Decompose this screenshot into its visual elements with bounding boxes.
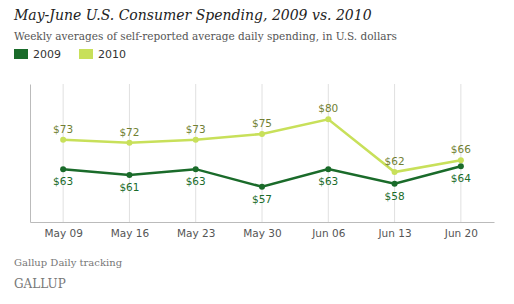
- x-axis: May 09 May 16 May 23 May 30 Jun 06 Jun 13 Jun …: [31, 222, 495, 239]
- x-tick-label: May 30: [243, 227, 281, 239]
- data-label: $64: [451, 172, 471, 184]
- data-label: $57: [252, 193, 272, 205]
- legend: 2009 2010: [14, 48, 126, 61]
- point: [259, 184, 265, 190]
- x-axis-line: [31, 222, 495, 223]
- grid: [63, 84, 461, 222]
- legend-label: 2010: [98, 48, 126, 61]
- data-label: $63: [186, 175, 206, 187]
- series-group: [60, 116, 464, 190]
- point: [126, 140, 132, 146]
- point: [126, 172, 132, 178]
- title: May-June U.S. Consumer Spending, 2009 vs…: [13, 7, 372, 23]
- grid-line: [195, 84, 196, 222]
- x-tick: Jun 06: [311, 222, 345, 239]
- data-label: $63: [53, 175, 73, 187]
- x-tick-label: Jun 06: [311, 227, 345, 239]
- x-tick: May 09: [44, 222, 82, 239]
- point: [193, 166, 199, 172]
- point: [392, 169, 398, 175]
- data-label: $58: [385, 190, 405, 202]
- y-axis: [30, 85, 31, 223]
- point: [325, 166, 331, 172]
- x-tick: Jun 13: [378, 222, 412, 239]
- data-labels: $63 $61 $63 $57 $63 $58 $64 $73 $72 $73 $75 $80 $62 $…: [53, 102, 471, 205]
- point: [458, 163, 464, 169]
- branding: GALLUP: [14, 277, 66, 291]
- legend-swatch: [14, 49, 28, 59]
- x-tick: May 30: [243, 222, 281, 239]
- point: [458, 157, 464, 163]
- point: [392, 181, 398, 187]
- point: [60, 137, 66, 143]
- data-label: $63: [318, 175, 338, 187]
- x-tick-label: May 23: [177, 227, 215, 239]
- data-label: $61: [119, 181, 139, 193]
- x-tick-label: May 16: [111, 227, 150, 239]
- x-tick-label: Jun 13: [378, 227, 412, 239]
- x-tick-label: May 09: [44, 227, 82, 239]
- x-tick: May 23: [177, 222, 215, 239]
- legend-swatch: [79, 49, 93, 59]
- x-tick: May 16: [111, 222, 150, 239]
- subtitle: Weekly averages of self-reported average…: [14, 30, 397, 42]
- data-label: $73: [186, 123, 206, 135]
- grid-line: [129, 84, 130, 222]
- data-label: $80: [318, 102, 338, 114]
- grid-line: [63, 84, 64, 222]
- point: [259, 131, 265, 137]
- plot: May 09 May 16 May 23 May 30 Jun 06 Jun 13 Jun …: [31, 84, 495, 239]
- point: [60, 166, 66, 172]
- data-label: $73: [53, 123, 73, 135]
- x-tick: Jun 20: [444, 222, 478, 239]
- source: Gallup Daily tracking: [14, 257, 123, 268]
- data-label: $66: [451, 143, 471, 155]
- data-label: $62: [385, 155, 405, 167]
- data-label: $75: [252, 117, 272, 129]
- legend-item: 2010: [79, 48, 126, 61]
- y-axis-line: [30, 85, 31, 223]
- data-label: $72: [119, 126, 139, 138]
- legend-label: 2009: [33, 48, 61, 61]
- x-tick-label: Jun 20: [444, 227, 478, 239]
- chart: May-June U.S. Consumer Spending, 2009 vs…: [0, 0, 514, 304]
- point: [193, 137, 199, 143]
- point: [325, 116, 331, 122]
- legend-item: 2009: [14, 48, 61, 61]
